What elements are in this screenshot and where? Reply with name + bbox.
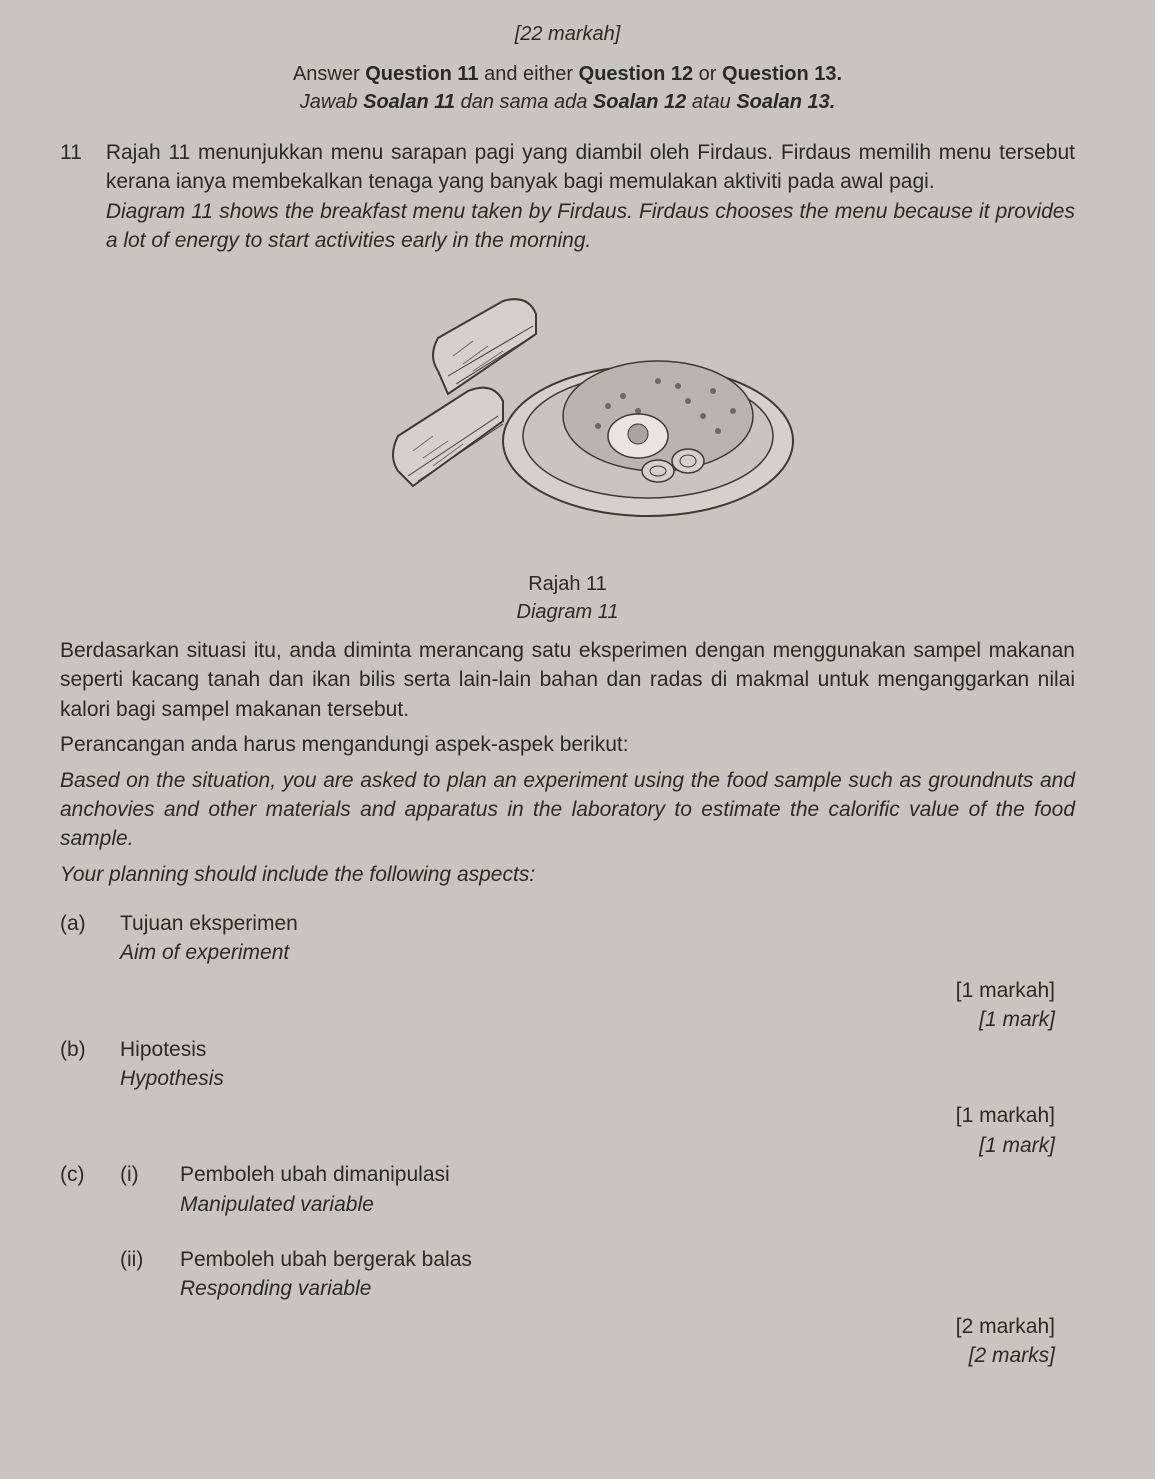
part-a-english: Aim of experiment <box>120 938 1075 967</box>
instruction-block: Answer Question 11 and either Question 1… <box>60 60 1075 116</box>
text: atau <box>686 91 736 113</box>
part-b-malay: Hipotesis <box>120 1035 1075 1064</box>
situation-text-english-1: Based on the situation, you are asked to… <box>60 766 1075 854</box>
text: and either <box>479 63 579 85</box>
text: Jawab <box>300 91 363 113</box>
breakfast-diagram <box>338 276 798 556</box>
soalan-11-ref: Soalan 11 <box>363 91 455 113</box>
part-a: (a) Tujuan eksperimen Aim of experiment <box>60 909 1075 968</box>
question-text-malay: Rajah 11 menunjukkan menu sarapan pagi y… <box>106 138 1075 197</box>
question-12-ref: Question 12 <box>579 63 693 85</box>
situation-text-malay-2: Perancangan anda harus mengandungi aspek… <box>60 730 1075 759</box>
part-b-marks: [1 markah] [1 mark] <box>60 1101 1075 1160</box>
question-11: 11 Rajah 11 menunjukkan menu sarapan pag… <box>60 138 1075 256</box>
part-c-ii-english: Responding variable <box>180 1274 472 1303</box>
total-marks: [22 markah] <box>60 20 1075 48</box>
part-c-i-english: Manipulated variable <box>180 1190 450 1219</box>
question-text-english: Diagram 11 shows the breakfast menu take… <box>106 197 1075 256</box>
part-c-label: (c) <box>60 1160 100 1304</box>
diagram-area: Rajah 11 Diagram 11 <box>60 276 1075 626</box>
situation-text-malay-1: Berdasarkan situasi itu, anda diminta me… <box>60 636 1075 724</box>
part-c: (c) (i) Pemboleh ubah dimanipulasi Manip… <box>60 1160 1075 1304</box>
instruction-english: Answer Question 11 and either Question 1… <box>60 60 1075 88</box>
part-b-english: Hypothesis <box>120 1064 1075 1093</box>
part-c-ii-label: (ii) <box>120 1245 160 1304</box>
part-a-marks: [1 markah] [1 mark] <box>60 976 1075 1035</box>
soalan-13-ref: Soalan 13. <box>736 91 835 113</box>
marks-malay: [1 markah] <box>60 976 1055 1005</box>
marks-english: [1 mark] <box>60 1131 1055 1160</box>
part-a-label: (a) <box>60 909 100 968</box>
text: or <box>693 63 722 85</box>
question-11-ref: Question 11 <box>365 63 478 85</box>
situation-text-english-2: Your planning should include the followi… <box>60 860 1075 889</box>
question-number: 11 <box>60 138 82 256</box>
caption-english: Diagram 11 <box>60 598 1075 626</box>
part-a-malay: Tujuan eksperimen <box>120 909 1075 938</box>
marks-malay: [2 markah] <box>60 1312 1055 1341</box>
part-c-i-malay: Pemboleh ubah dimanipulasi <box>180 1160 450 1189</box>
soalan-12-ref: Soalan 12 <box>593 91 686 113</box>
part-c-marks: [2 markah] [2 marks] <box>60 1312 1075 1371</box>
part-b: (b) Hipotesis Hypothesis <box>60 1035 1075 1094</box>
part-c-i: (i) Pemboleh ubah dimanipulasi Manipulat… <box>120 1160 1075 1219</box>
marks-english: [2 marks] <box>60 1341 1055 1370</box>
text: dan sama ada <box>455 91 593 113</box>
question-13-ref: Question 13. <box>722 63 842 85</box>
caption-malay: Rajah 11 <box>60 570 1075 598</box>
text: Answer <box>293 63 365 85</box>
diagram-caption: Rajah 11 Diagram 11 <box>60 570 1075 626</box>
part-c-ii: (ii) Pemboleh ubah bergerak balas Respon… <box>120 1245 1075 1304</box>
question-body: Rajah 11 menunjukkan menu sarapan pagi y… <box>106 138 1075 256</box>
marks-malay: [1 markah] <box>60 1101 1055 1130</box>
marks-english: [1 mark] <box>60 1005 1055 1034</box>
part-b-label: (b) <box>60 1035 100 1094</box>
instruction-malay: Jawab Soalan 11 dan sama ada Soalan 12 a… <box>60 88 1075 116</box>
part-c-i-label: (i) <box>120 1160 160 1219</box>
part-c-ii-malay: Pemboleh ubah bergerak balas <box>180 1245 472 1274</box>
